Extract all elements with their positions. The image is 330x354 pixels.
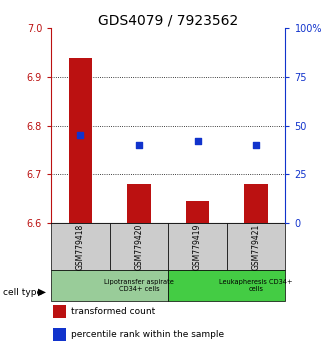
Bar — [168, 223, 227, 270]
Bar — [168, 270, 285, 301]
Bar — [53, 328, 66, 341]
Text: GSM779420: GSM779420 — [135, 223, 144, 270]
Bar — [110, 223, 168, 270]
Bar — [186, 201, 209, 223]
Text: transformed count: transformed count — [71, 307, 155, 316]
Bar — [51, 223, 110, 270]
Text: Leukapheresis CD34+
cells: Leukapheresis CD34+ cells — [219, 279, 293, 292]
Bar — [127, 184, 151, 223]
Title: GDS4079 / 7923562: GDS4079 / 7923562 — [98, 13, 238, 27]
Text: GSM779418: GSM779418 — [76, 223, 85, 269]
Bar — [53, 305, 66, 318]
Text: cell type: cell type — [3, 287, 43, 297]
Bar — [245, 184, 268, 223]
Text: Lipotransfer aspirate
CD34+ cells: Lipotransfer aspirate CD34+ cells — [104, 279, 174, 292]
Point — [195, 138, 200, 144]
Text: ▶: ▶ — [38, 287, 46, 297]
Point — [78, 133, 83, 138]
Text: GSM779419: GSM779419 — [193, 223, 202, 270]
Bar — [69, 57, 92, 223]
Text: percentile rank within the sample: percentile rank within the sample — [71, 330, 224, 339]
Text: GSM779421: GSM779421 — [252, 223, 261, 269]
Point — [253, 142, 259, 148]
Bar — [51, 270, 168, 301]
Point — [136, 142, 142, 148]
Bar — [227, 223, 285, 270]
